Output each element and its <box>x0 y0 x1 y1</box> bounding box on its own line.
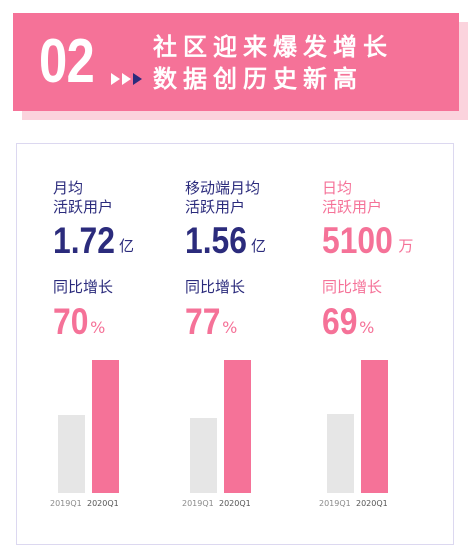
metric-column: 日均 活跃用户 5100 万 同比增长 69% 2019Q1 2020Q1 <box>319 144 457 544</box>
metric-column: 月均 活跃用户 1.72 亿 同比增长 70% 2019Q1 2020Q1 <box>50 144 188 544</box>
bar-chart <box>190 360 260 493</box>
metric-value-row: 5100 万 <box>322 219 413 263</box>
stats-card: 月均 活跃用户 1.72 亿 同比增长 70% 2019Q1 2020Q1 移动端… <box>16 143 454 545</box>
bar-chart <box>58 360 128 493</box>
growth-label: 同比增长 <box>185 278 246 296</box>
growth-unit: % <box>90 318 106 337</box>
arrow-icon <box>122 73 131 85</box>
arrows-icon <box>111 73 142 85</box>
metric-label: 日均 活跃用户 <box>322 179 383 216</box>
growth-value: 70 <box>53 301 89 342</box>
banner-title-line1: 社区迎来爆发增长 <box>153 33 393 61</box>
metric-value: 1.56 <box>185 220 247 261</box>
growth-value: 77 <box>185 301 221 342</box>
x-tick-label: 2020Q1 <box>219 499 251 508</box>
metric-column: 移动端月均 活跃用户 1.56 亿 同比增长 77% 2019Q1 2020Q1 <box>182 144 320 544</box>
banner-title-line2: 数据创历史新高 <box>153 65 363 93</box>
growth-row: 77% <box>185 300 237 344</box>
bar-2020q1 <box>361 360 388 493</box>
metric-unit: 亿 <box>251 237 267 255</box>
metric-unit: 万 <box>398 237 414 255</box>
metric-value-row: 1.56 亿 <box>185 219 266 263</box>
bar-2019q1 <box>58 415 85 493</box>
bar-2020q1 <box>224 360 251 493</box>
growth-row: 70% <box>53 300 105 344</box>
growth-unit: % <box>359 318 375 337</box>
arrow-icon <box>111 73 120 85</box>
bar-chart <box>327 360 397 493</box>
x-tick-label: 2019Q1 <box>182 499 214 508</box>
arrow-icon <box>133 73 142 85</box>
x-tick-label: 2020Q1 <box>87 499 119 508</box>
growth-value: 69 <box>322 301 358 342</box>
bar-2019q1 <box>190 418 217 493</box>
metric-value-row: 1.72 亿 <box>53 219 134 263</box>
x-tick-label: 2019Q1 <box>319 499 351 508</box>
bar-2019q1 <box>327 414 354 493</box>
section-banner: 02 社区迎来爆发增长 数据创历史新高 <box>13 13 459 111</box>
bar-2020q1 <box>92 360 119 493</box>
growth-row: 69% <box>322 300 374 344</box>
metric-label: 月均 活跃用户 <box>53 179 114 216</box>
growth-label: 同比增长 <box>53 278 114 296</box>
x-tick-label: 2019Q1 <box>50 499 82 508</box>
metric-label: 移动端月均 活跃用户 <box>185 179 261 216</box>
metric-value: 5100 <box>322 220 393 261</box>
x-tick-label: 2020Q1 <box>356 499 388 508</box>
metric-unit: 亿 <box>119 237 135 255</box>
metric-value: 1.72 <box>53 220 115 261</box>
section-number: 02 <box>39 27 95 96</box>
growth-label: 同比增长 <box>322 278 383 296</box>
growth-unit: % <box>222 318 238 337</box>
